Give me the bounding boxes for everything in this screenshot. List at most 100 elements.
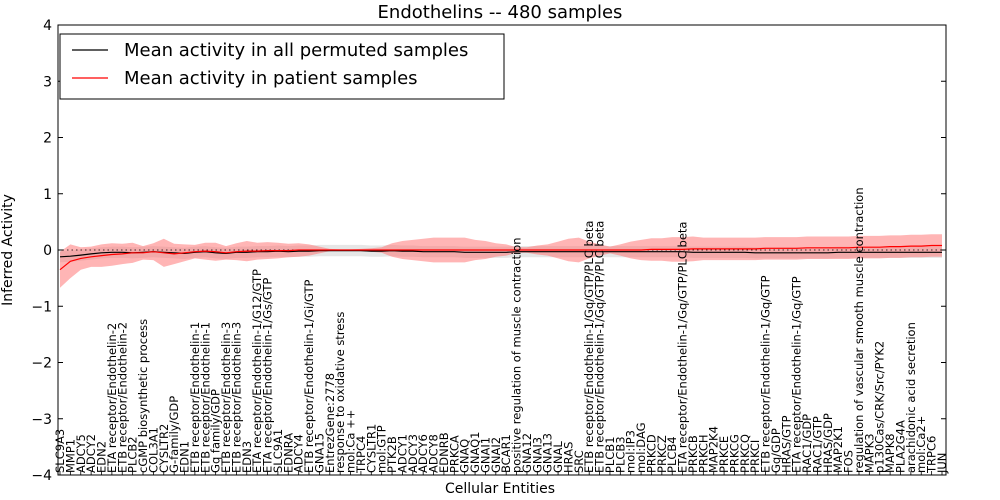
x-tick-label: ETB receptor/Endothelin-3 — [229, 322, 243, 473]
x-tick-label: HRAS/GTP — [779, 415, 793, 473]
series-line-permuted — [59, 249, 942, 258]
x-tick-label: ADCY8 — [427, 434, 441, 473]
chart-title: Endothelins -- 480 samples — [378, 2, 623, 23]
x-tick-label: ETB receptor/Endothelin-1/Gq/GTP — [759, 275, 773, 473]
x-tick-label: ETA receptor/Endothelin-1/Gs/GTP — [261, 278, 275, 473]
x-tick-label: MMP1 — [63, 439, 77, 473]
x-tick-label: GNAI1 — [478, 437, 492, 473]
y-tick-label: −3 — [31, 412, 52, 428]
y-tick-label: 2 — [43, 131, 52, 147]
x-tick-label: GNA15 — [312, 433, 326, 473]
x-tick-label: EDNRA — [281, 433, 295, 473]
x-tick-label: PRKCE — [717, 436, 731, 473]
y-tick-label: 0 — [43, 243, 52, 259]
x-tick-label: positive regulation of muscle contractio… — [510, 237, 524, 473]
x-axis-label: Cellular Entities — [445, 481, 555, 497]
x-tick-label: p130Cas/CRK/Src/PYK2 — [873, 341, 887, 473]
y-axis-ticks: −4 −3 −2 −1 0 1 2 3 4 — [31, 18, 946, 484]
x-tick-label: GNAI2 — [489, 437, 503, 473]
x-tick-label: PRKCI — [748, 440, 762, 473]
y-tick-label: 4 — [43, 18, 52, 34]
x-tick-label: PLCB2 — [126, 436, 140, 473]
x-tick-label: PLCB3 — [613, 436, 627, 473]
x-tick-label: PRKCA — [447, 435, 461, 473]
x-tick-label: EDN2 — [95, 441, 109, 473]
x-tick-label: SLC9A1 — [271, 429, 285, 473]
x-tick-label: ETB receptor/Endothelin-3 — [219, 322, 233, 473]
legend-box — [59, 33, 505, 100]
legend-label-permuted: Mean activity in all permuted samples — [124, 40, 468, 61]
x-tick-label: EDN1 — [178, 441, 192, 473]
series-lines — [59, 244, 942, 271]
x-tick-label: PLCB4 — [665, 436, 679, 473]
y-tick-label: 3 — [43, 74, 52, 90]
x-tick-label: MAPK3 — [862, 433, 876, 473]
band-patient — [60, 234, 942, 288]
x-tick-label: mol:Ca ++ — [344, 410, 358, 473]
x-tick-label: mol:IP3 — [624, 430, 638, 473]
x-tick-label: response to oxidative stress — [333, 312, 347, 473]
y-tick-label: −4 — [31, 468, 52, 484]
y-axis-label: Inferred Activity — [0, 194, 16, 306]
x-tick-label: TRPC4 — [354, 436, 368, 474]
x-tick-label: HRAS — [561, 442, 575, 473]
x-tick-label: RAC1/GDP — [800, 414, 814, 473]
x-tick-label: ETB receptor/Endothelin-1/Gi/GTP — [302, 279, 316, 473]
x-tick-label: arachidonic acid secretion — [904, 322, 918, 473]
x-tick-label: Gq family/GDP — [209, 389, 223, 473]
x-tick-label: PRKCQ — [738, 434, 752, 473]
plot-frame — [57, 24, 947, 476]
x-tick-label: CYSLTR1 — [364, 424, 378, 473]
x-tick-label: RAC1/GTP — [811, 416, 825, 473]
series-line-patient — [59, 244, 942, 271]
x-tick-label: ETA receptor/Endothelin-1/Gq/GTP/PLC bet… — [676, 222, 690, 473]
x-tick-label: FOS — [842, 450, 856, 473]
y-tick-label: −2 — [31, 356, 52, 372]
x-tick-label: ADCY5 — [74, 434, 88, 473]
x-tick-label: ADCY6 — [416, 434, 430, 473]
x-tick-label: ETB receptor/Endothelin-1/Gq/GTP/PLC bet… — [582, 221, 596, 473]
x-tick-label: BCAR1 — [499, 434, 513, 473]
x-tick-label: PLA2G4A — [894, 420, 908, 473]
x-tick-label: GNAQ — [458, 439, 472, 473]
x-tick-label: ETA receptor/Endothelin-2 — [105, 323, 119, 473]
x-tick-label: PLCB1 — [603, 436, 617, 473]
x-tick-label: PRKCH — [696, 434, 710, 473]
x-tick-label: ADCY3 — [406, 434, 420, 473]
x-tick-label: HRAS/GDP — [821, 413, 835, 473]
x-tick-label: PRKCB — [686, 435, 700, 473]
x-tick-label: CYSLTR2 — [157, 424, 171, 473]
x-tick-label: PRKCZ — [655, 435, 669, 473]
x-tick-label: MAP2K1 — [831, 426, 845, 473]
x-tick-label: GNA12 — [520, 433, 534, 473]
x-tick-label: ETB receptor/Endothelin-1/Gq/GTP/PLC bet… — [593, 221, 607, 473]
x-tick-label: EDN3 — [240, 441, 254, 473]
x-tick-label: PRKCG — [728, 434, 742, 473]
x-tick-label: PTK2B — [385, 436, 399, 473]
x-tick-label: SRC — [572, 450, 586, 473]
x-tick-label: MAPK8 — [883, 433, 897, 473]
x-tick-label: ETB receptor/Endothelin-1 — [188, 322, 202, 473]
x-tick-label: EntrezGene:2778 — [323, 373, 337, 473]
x-tick-label: GNAL — [551, 441, 565, 473]
x-tick-label: MAP2K4 — [707, 426, 721, 473]
x-tick-label: PRKCD — [645, 434, 659, 473]
x-tick-label: mol:GTP — [375, 425, 389, 473]
x-tick-label: ADCY4 — [292, 434, 306, 473]
x-tick-label: G-family/GDP — [167, 396, 181, 473]
legend: Mean activity in all permuted samples Me… — [59, 33, 505, 100]
x-tick-label: GNAI3 — [530, 437, 544, 473]
x-tick-label: SLC9A3 — [53, 429, 67, 473]
x-tick-label: ETB receptor/Endothelin-1 — [198, 322, 212, 473]
x-tick-label: GNA13 — [541, 433, 555, 473]
x-tick-label: mol:Ca2+ — [914, 416, 928, 473]
x-tick-label: COL3A1 — [146, 427, 160, 473]
x-tick-label: regulation of vascular smooth muscle con… — [852, 187, 866, 473]
x-tick-label: ETA receptor/Endothelin-1/Gq/GTP — [790, 276, 804, 473]
x-tick-label: mol:DAG — [634, 422, 648, 473]
x-tick-label: cGMP biosynthetic process — [136, 319, 150, 473]
x-tick-label: ADCY1 — [395, 434, 409, 473]
x-tick-label: Gq/GDP — [769, 428, 783, 473]
